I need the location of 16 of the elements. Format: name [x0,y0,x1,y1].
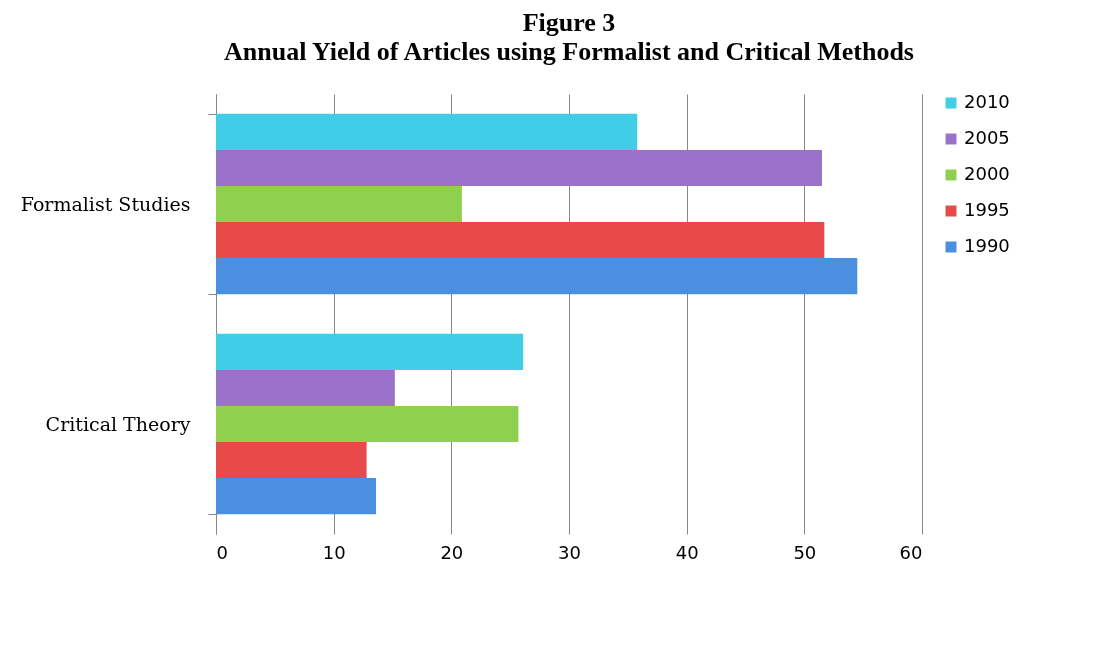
x-tick-label: 0 [216,541,228,563]
chart-subtitle: Annual Yield of Articles using Formalist and Critical Methods [224,37,914,66]
x-tick-label: 40 [675,541,699,563]
x-tick-label: 10 [322,541,346,563]
legend-label: 2005 [964,127,1010,148]
legend-label: 1990 [964,235,1010,256]
legend-label: 1995 [964,199,1010,220]
y-tick-label: Critical Theory [45,412,191,435]
x-tick-label: 20 [440,541,464,563]
x-tick-label: 30 [558,541,581,563]
x-tick-label: 50 [793,541,817,563]
x-tick-label: 60 [899,541,923,563]
y-tick-label: Formalist Studies [20,192,191,215]
legend-label: 2000 [964,163,1010,184]
chart-title: Figure 3 [522,8,616,37]
legend-label: 2010 [964,91,1010,112]
